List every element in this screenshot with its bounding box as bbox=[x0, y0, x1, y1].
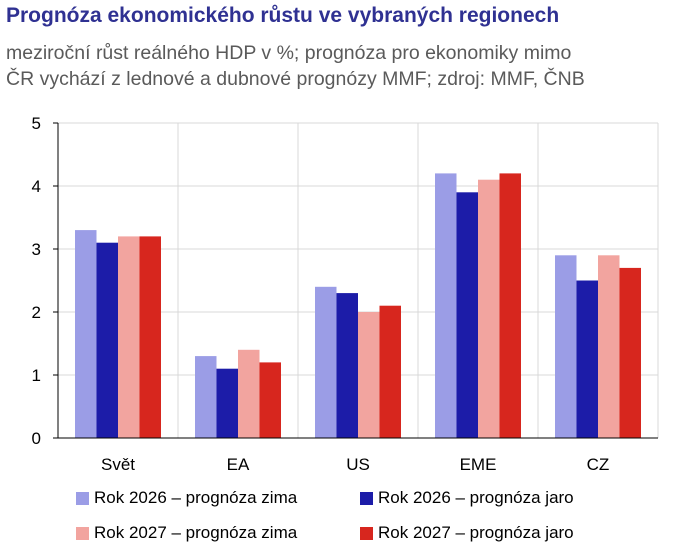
subtitle-line-2: ČR vychází z lednové a dubnové prognózy … bbox=[6, 68, 585, 90]
bar-eme-series-1 bbox=[435, 173, 457, 438]
y-tick-label: 5 bbox=[32, 114, 41, 133]
bar-us-series-4 bbox=[379, 305, 401, 438]
y-tick-label: 1 bbox=[32, 366, 41, 385]
y-tick-label: 0 bbox=[32, 429, 41, 448]
bar-ea-series-4 bbox=[259, 362, 281, 438]
bar-cz-series-3 bbox=[598, 255, 620, 438]
bar-eme-series-3 bbox=[478, 179, 500, 438]
bar-ea-series-1 bbox=[195, 356, 217, 438]
chart-title: Prognóza ekonomického růstu ve vybraných… bbox=[6, 4, 560, 27]
chart-subtitle: meziroční růst reálného HDP v %; prognóz… bbox=[6, 40, 671, 92]
bar-svět-series-2 bbox=[96, 242, 118, 438]
bar-cz-series-1 bbox=[555, 255, 577, 438]
bar-eme-series-2 bbox=[456, 192, 478, 438]
x-tick-label: CZ bbox=[587, 455, 610, 474]
bar-us-series-1 bbox=[315, 286, 337, 438]
bar-us-series-2 bbox=[336, 293, 358, 438]
bar-eme-series-4 bbox=[499, 173, 521, 438]
bar-svět-series-1 bbox=[75, 230, 97, 438]
bar-ea-series-3 bbox=[238, 349, 260, 438]
y-tick-label: 4 bbox=[32, 177, 41, 196]
bar-svět-series-4 bbox=[139, 236, 161, 438]
x-tick-label: EME bbox=[460, 455, 497, 474]
x-tick-label: EA bbox=[227, 455, 250, 474]
subtitle-line-1: meziroční růst reálného HDP v %; prognóz… bbox=[6, 42, 572, 64]
y-tick-label: 2 bbox=[32, 303, 41, 322]
bar-ea-series-2 bbox=[216, 368, 238, 438]
x-tick-label: Svět bbox=[101, 455, 135, 474]
bar-cz-series-2 bbox=[576, 280, 598, 438]
x-tick-label: US bbox=[346, 455, 370, 474]
bar-cz-series-4 bbox=[619, 267, 641, 438]
y-tick-label: 3 bbox=[32, 240, 41, 259]
bar-svět-series-3 bbox=[118, 236, 140, 438]
bar-us-series-3 bbox=[358, 312, 380, 438]
